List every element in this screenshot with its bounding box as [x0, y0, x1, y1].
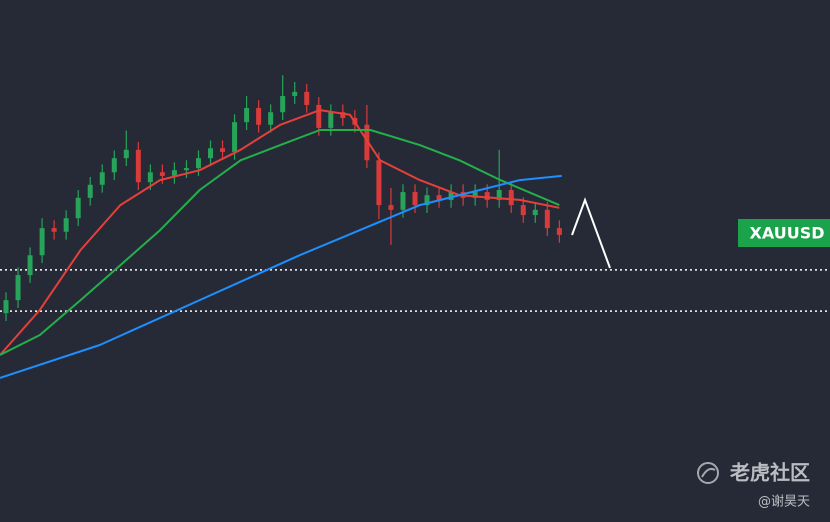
candle-body — [496, 190, 502, 200]
candle-body — [448, 192, 454, 200]
moving-average-line — [0, 109, 560, 356]
watermark-brand: 老虎社区 — [730, 461, 810, 485]
candle-body — [171, 170, 177, 176]
symbol-badge — [738, 219, 830, 247]
candle-body — [51, 228, 57, 232]
candle-body — [147, 172, 153, 183]
candle-body — [400, 192, 406, 210]
candle-body — [376, 160, 382, 206]
candle-body — [99, 172, 105, 185]
moving-average-line — [0, 129, 560, 356]
candle-body — [39, 228, 45, 256]
candle-body — [328, 112, 334, 128]
candle-body — [304, 91, 310, 105]
candle-body — [544, 209, 550, 229]
candle-body — [75, 197, 81, 219]
candle-body — [364, 124, 370, 161]
candle-body — [508, 190, 514, 206]
candle-body — [183, 168, 189, 171]
watermark-logo — [697, 462, 719, 484]
plot-area — [0, 75, 830, 379]
candle-body — [412, 192, 418, 206]
candle-body — [484, 192, 490, 200]
candle-body — [472, 192, 478, 198]
candle-body — [316, 104, 322, 128]
candle-body — [135, 149, 141, 183]
candle-body — [123, 149, 129, 159]
candle-body — [340, 112, 346, 118]
candle-body — [3, 300, 9, 314]
candle-body — [520, 205, 526, 216]
annotation-zigzag — [571, 197, 611, 269]
candle-body — [63, 218, 69, 232]
candle-body — [532, 209, 538, 216]
candle-body — [27, 255, 33, 276]
candle-body — [388, 205, 394, 210]
symbol-label: XAUUSD — [749, 224, 824, 243]
candle-body — [220, 148, 226, 152]
logo-ring — [697, 462, 719, 484]
candle-body — [292, 91, 298, 97]
candle-body — [159, 172, 165, 176]
candle-body — [280, 96, 286, 113]
candle-body — [15, 275, 21, 301]
candle-body — [195, 158, 201, 169]
candle-body — [256, 108, 262, 125]
candle-body — [208, 148, 214, 159]
candle-body — [111, 158, 117, 173]
candle-body — [87, 184, 93, 198]
candle-body — [268, 112, 274, 125]
candle-body — [556, 228, 562, 235]
logo-swoosh — [701, 467, 716, 478]
candle-body — [424, 195, 430, 206]
candle-body — [232, 122, 238, 152]
watermark-author: @谢昊天 — [758, 494, 810, 510]
candle-body — [244, 108, 250, 123]
candle-body — [436, 195, 442, 200]
moving-average-line — [0, 174, 562, 379]
